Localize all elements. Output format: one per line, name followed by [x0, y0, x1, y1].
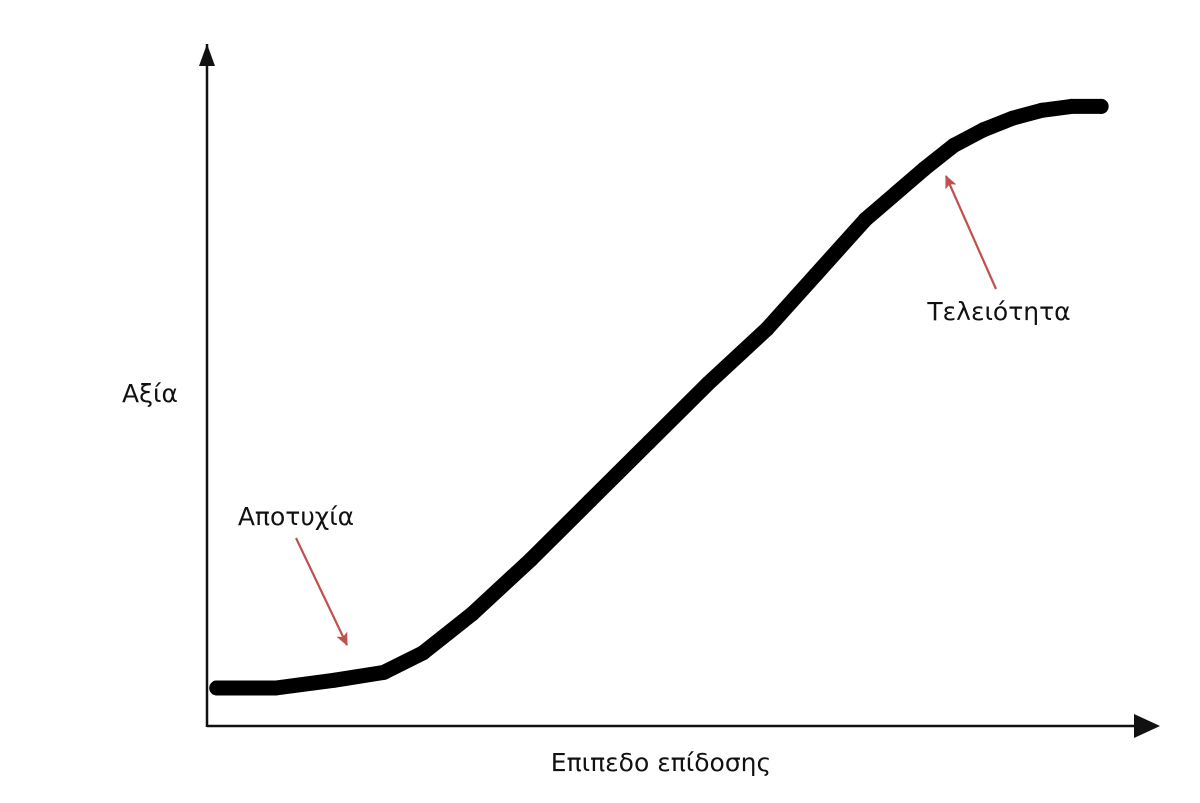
data-point [464, 606, 480, 622]
x-axis-arrow-icon [1134, 714, 1160, 738]
x-axis-label: Επιπεδο επίδοσης [551, 748, 771, 777]
data-point [376, 664, 392, 680]
data-point [916, 161, 932, 177]
data-point [808, 266, 824, 282]
data-point [1064, 98, 1080, 114]
data-point [1093, 98, 1109, 114]
annotation-arrow-perfection [944, 175, 998, 290]
data-point [946, 138, 962, 153]
data-point [641, 434, 657, 450]
data-point [582, 493, 598, 509]
series-points [209, 98, 1109, 696]
data-point [700, 376, 716, 391]
annotation-failure-label: Αποτυχία [238, 502, 354, 531]
data-point [523, 551, 539, 567]
data-point [415, 645, 431, 661]
y-axis-arrow-icon [199, 44, 215, 66]
data-point [1005, 110, 1021, 126]
data-point [209, 680, 225, 696]
annotation-perfection-label: Τελειότητα [926, 297, 1070, 326]
data-point [268, 680, 284, 696]
data-point [759, 321, 775, 337]
series-line [209, 98, 1109, 696]
annotation-arrow-failure [295, 537, 348, 646]
data-point [327, 672, 343, 688]
data-point [1034, 102, 1050, 118]
data-point [857, 212, 873, 228]
y-axis-label: Αξία [122, 379, 178, 408]
data-point [975, 122, 991, 138]
